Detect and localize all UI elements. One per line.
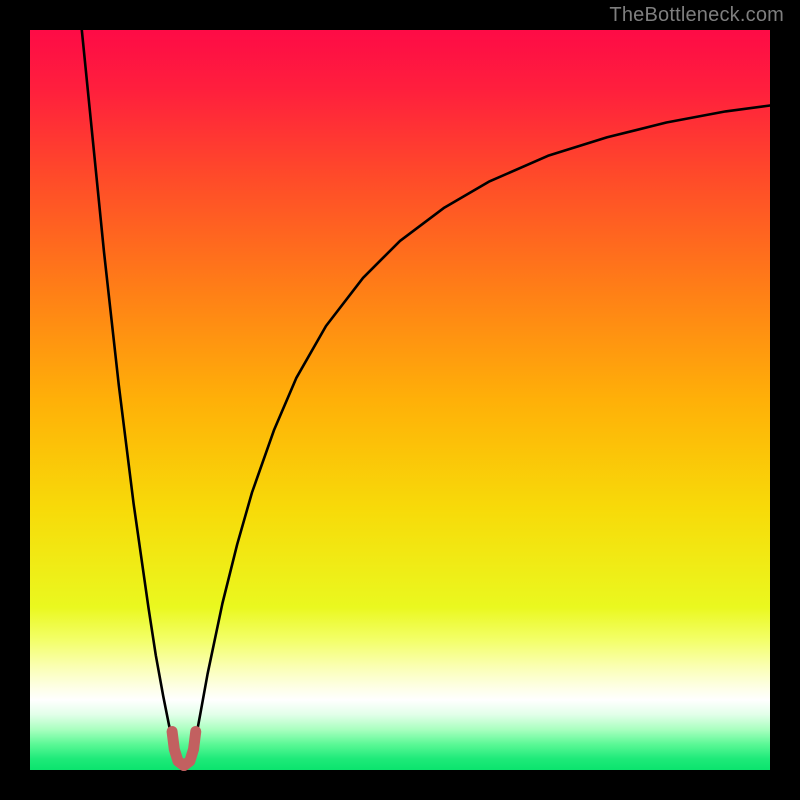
plot-background [30,30,770,770]
bottleneck-chart [0,0,800,800]
attribution-text: TheBottleneck.com [609,4,784,27]
chart-container: TheBottleneck.com [0,0,800,800]
